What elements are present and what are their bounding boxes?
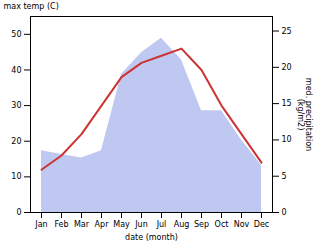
svg-text:Mar: Mar [74, 220, 90, 229]
svg-text:10: 10 [282, 135, 292, 144]
svg-text:25: 25 [282, 27, 292, 36]
svg-text:0: 0 [282, 208, 287, 217]
svg-text:Feb: Feb [54, 220, 68, 229]
svg-text:Oct: Oct [215, 220, 229, 229]
svg-text:50: 50 [11, 30, 21, 39]
svg-text:Jan: Jan [34, 220, 47, 229]
svg-text:Jul: Jul [156, 220, 167, 229]
svg-text:20: 20 [282, 63, 292, 72]
svg-text:Nov: Nov [234, 220, 250, 229]
svg-text:40: 40 [11, 66, 21, 75]
svg-text:5: 5 [282, 172, 287, 181]
svg-text:15: 15 [282, 99, 292, 108]
svg-text:0: 0 [16, 208, 21, 217]
svg-text:Dec: Dec [254, 220, 269, 229]
svg-text:10: 10 [11, 172, 21, 181]
svg-text:30: 30 [11, 101, 21, 110]
svg-text:date (month): date (month) [125, 233, 178, 242]
svg-text:Apr: Apr [95, 220, 110, 229]
svg-text:max temp (C): max temp (C) [4, 2, 59, 11]
svg-text:20: 20 [11, 137, 21, 146]
svg-text:Aug: Aug [174, 220, 190, 229]
svg-text:May: May [113, 220, 130, 229]
svg-text:med. precipitation(kg/m2): med. precipitation(kg/m2) [296, 78, 313, 151]
svg-text:Sep: Sep [194, 220, 209, 229]
svg-text:Jun: Jun [134, 220, 148, 229]
